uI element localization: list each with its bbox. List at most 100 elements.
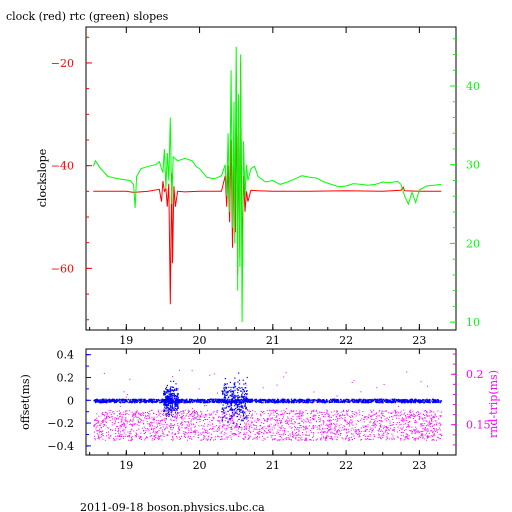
rnd-trip-point <box>364 438 366 440</box>
rnd-trip-point <box>417 437 419 439</box>
rnd-trip-point <box>336 439 338 441</box>
rnd-trip-point <box>298 418 300 420</box>
rnd-trip-point <box>277 432 279 434</box>
rnd-trip-point <box>195 416 197 418</box>
rnd-trip-point <box>390 412 392 414</box>
offset-point <box>410 400 412 403</box>
rnd-trip-point <box>340 411 342 413</box>
rnd-trip-point <box>289 412 291 414</box>
offset-point <box>168 389 170 391</box>
rnd-trip-point <box>371 430 373 431</box>
rnd-trip-point <box>148 413 149 414</box>
rnd-trip-point <box>346 413 348 415</box>
rnd-trip-point <box>373 409 375 411</box>
rnd-trip-point <box>272 432 274 434</box>
offset-point <box>293 401 296 403</box>
rnd-trip-point <box>98 436 99 438</box>
rnd-trip-point <box>260 410 262 412</box>
rnd-trip-point <box>377 437 379 439</box>
rnd-trip-point <box>319 402 321 404</box>
rnd-trip-point <box>416 428 417 430</box>
rnd-trip-point <box>222 412 224 413</box>
rnd-trip-point <box>351 433 352 435</box>
rnd-trip-point <box>287 413 289 415</box>
rnd-trip-point <box>323 431 324 433</box>
offset-point <box>319 399 321 401</box>
rnd-trip-point <box>123 425 125 427</box>
offset-point <box>270 401 272 403</box>
rnd-trip-point <box>287 417 289 419</box>
rnd-trip-point <box>279 436 281 438</box>
offset-point <box>183 401 185 404</box>
offset-point <box>175 387 177 389</box>
offset-point <box>133 398 135 401</box>
offset-point <box>154 401 156 403</box>
offset-point <box>168 414 171 416</box>
rnd-trip-point <box>429 424 431 425</box>
offset-point <box>234 382 236 384</box>
rnd-trip-point <box>395 417 397 419</box>
rnd-trip-point <box>153 416 155 418</box>
offset-point <box>168 397 170 399</box>
offset-point <box>225 394 227 396</box>
offset-point <box>346 401 348 403</box>
offset-point <box>132 399 134 401</box>
rnd-trip-point <box>119 433 121 435</box>
rnd-trip-point <box>216 410 218 412</box>
rnd-trip-point <box>207 439 209 441</box>
rnd-trip-point <box>322 415 324 417</box>
rnd-trip-point <box>144 439 146 441</box>
rnd-trip-point <box>404 438 406 440</box>
rnd-trip-point <box>108 431 109 433</box>
rnd-trip-point <box>409 410 411 412</box>
rnd-trip-point <box>396 411 398 413</box>
rnd-trip-point <box>414 429 416 431</box>
rnd-trip-point <box>335 438 337 440</box>
rnd-trip-point <box>243 434 245 435</box>
top-y-left-tick-label: −60 <box>51 262 74 275</box>
offset-point <box>234 386 237 388</box>
rnd-trip-point <box>232 420 234 422</box>
offset-point <box>164 404 166 406</box>
rnd-trip-point <box>398 417 400 419</box>
rnd-trip-point <box>299 437 301 439</box>
rnd-trip-point <box>211 437 213 438</box>
rnd-trip-point <box>361 415 363 416</box>
rnd-trip-point <box>184 435 186 437</box>
rnd-trip-point <box>389 420 391 422</box>
offset-point <box>164 390 166 393</box>
rnd-trip-point <box>268 431 270 433</box>
rnd-trip-point <box>122 417 124 419</box>
rnd-trip-point <box>263 418 265 420</box>
offset-point <box>230 409 232 411</box>
offset-point <box>241 396 243 398</box>
offset-point <box>195 401 198 403</box>
rnd-trip-point <box>321 430 323 432</box>
offset-point <box>113 400 115 402</box>
rnd-trip-point <box>183 431 185 433</box>
rnd-trip-point <box>298 412 300 414</box>
rnd-trip-point <box>407 433 409 435</box>
offset-point <box>234 398 236 400</box>
rnd-trip-point <box>379 428 380 430</box>
rnd-trip-point <box>170 418 172 420</box>
rnd-trip-point <box>392 416 394 418</box>
rnd-trip-point <box>147 428 149 429</box>
rnd-trip-point <box>260 413 261 415</box>
rnd-trip-point <box>363 430 365 432</box>
chart-title: clock (red) rtc (green) slopes <box>6 10 169 23</box>
rnd-trip-point <box>143 413 145 414</box>
rnd-trip-point <box>105 421 107 423</box>
offset-point <box>273 399 275 401</box>
rnd-trip-point <box>259 429 261 431</box>
rnd-trip-point <box>269 431 271 433</box>
offset-point <box>292 400 295 402</box>
offset-point <box>251 399 253 401</box>
rnd-trip-point <box>255 425 257 427</box>
rnd-trip-point <box>270 417 272 419</box>
rnd-trip-point <box>360 391 362 393</box>
rnd-trip-point <box>250 411 251 412</box>
offset-point <box>267 400 269 403</box>
offset-point <box>285 401 287 404</box>
